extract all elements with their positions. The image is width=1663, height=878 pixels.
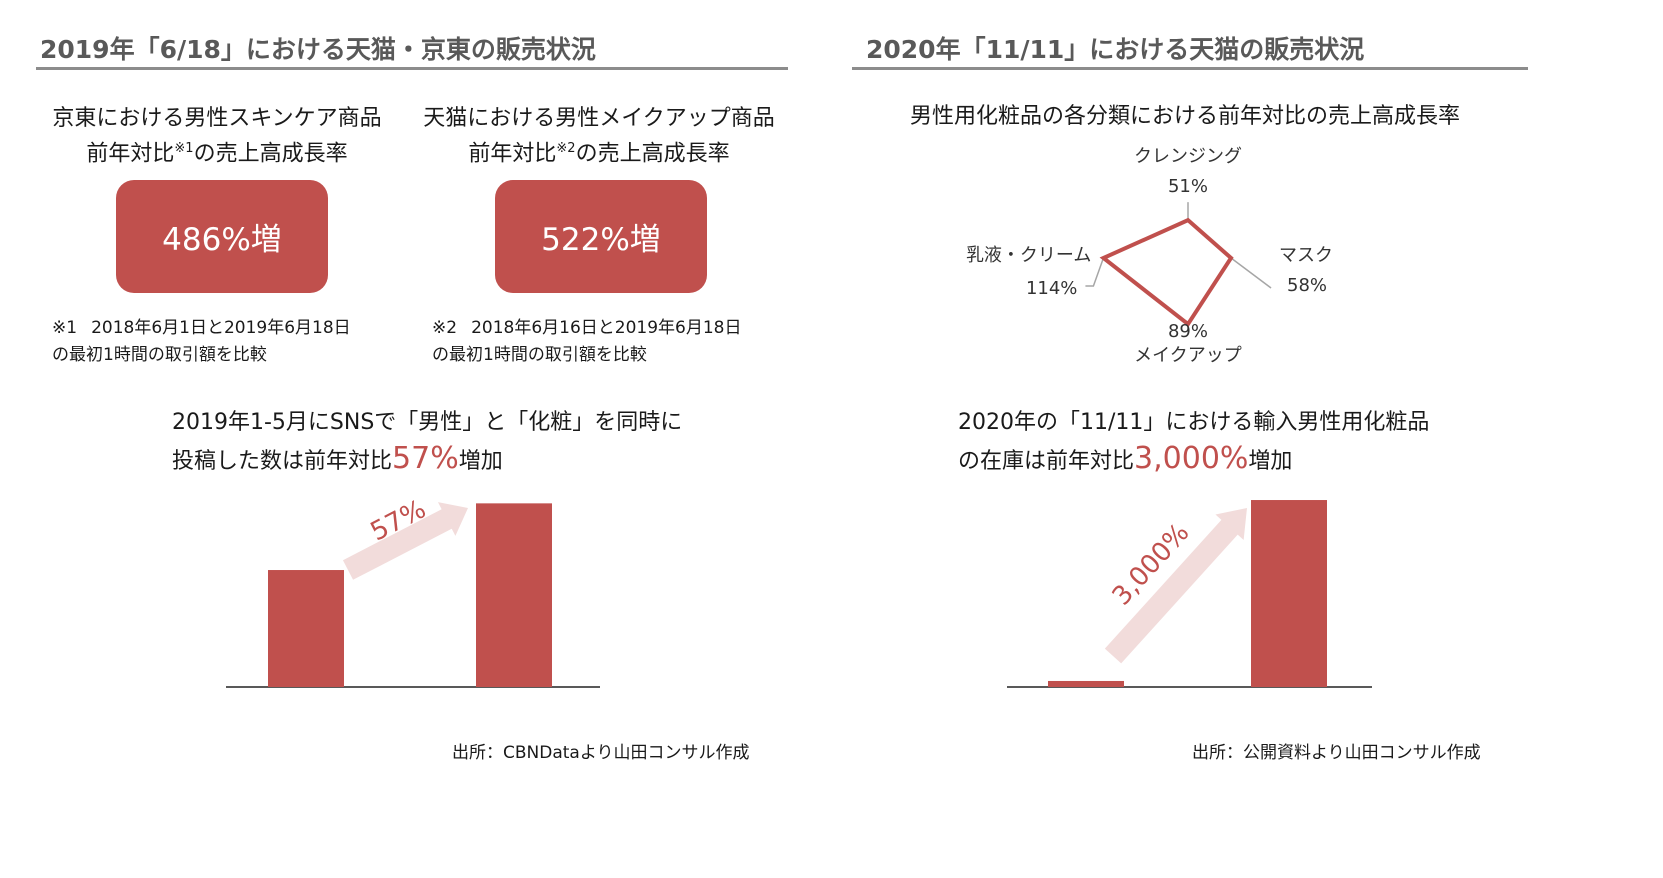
left-lead-line2b: 増加 xyxy=(458,449,503,474)
radar-leader-3 xyxy=(1085,257,1105,287)
left-source: 出所：CBNDataより山田コンサル作成 xyxy=(452,743,750,763)
card1-heading-line1: 京東における男性スキンケア商品 xyxy=(52,106,382,131)
card1-value: 486%増 xyxy=(162,222,282,258)
note2-text1: 2018年6月16日と2019年6月18日 xyxy=(471,318,742,338)
card2-heading-line2: 前年対比※2の売上高成長率 xyxy=(404,134,794,169)
radar-category-label: メイクアップ xyxy=(1134,345,1242,366)
radar-category-label: クレンジング xyxy=(1134,146,1242,167)
card1-footnote-mark: ※1 xyxy=(174,141,194,156)
left-section-title: 2019年「6/18」における天猫・京東の販売状況 xyxy=(40,35,596,64)
left-title-rule xyxy=(36,67,788,70)
card2-footnote-mark: ※2 xyxy=(556,141,576,156)
radar-value-label: 89% xyxy=(1168,321,1208,342)
card2-value-badge: 522%増 xyxy=(495,180,707,293)
left-lead-line2a: 投稿した数は前年対比 xyxy=(172,449,393,474)
note1-mark: ※1 xyxy=(52,318,78,338)
bar-1 xyxy=(1048,680,1124,687)
bar-2 xyxy=(476,503,552,687)
card1-value-badge: 486%増 xyxy=(116,180,328,293)
category-growth-radar-chart: クレンジング 51% マスク 58% メイクアップ 89% 乳液・クリーム 114% xyxy=(966,146,1333,366)
right-title-rule xyxy=(852,67,1528,70)
left-lead-line2: 投稿した数は前年対比57%増加 xyxy=(172,441,682,480)
bar-2 xyxy=(1251,500,1327,687)
sns-growth-bar-chart: 57% xyxy=(226,494,600,688)
card2-heading-line2b: の売上高成長率 xyxy=(575,141,730,167)
card1-heading-line2a: 前年対比 xyxy=(86,141,175,167)
bar-1 xyxy=(268,570,344,687)
card2-heading-line1: 天猫における男性メイクアップ商品 xyxy=(423,106,775,131)
note1-line1: ※1 2018年6月1日と2019年6月18日 xyxy=(52,315,351,342)
note2: ※2 2018年6月16日と2019年6月18日 の最初1時間の取引額を比較 xyxy=(432,315,742,369)
note2-line1: ※2 2018年6月16日と2019年6月18日 xyxy=(432,315,742,342)
radar-category-label: マスク xyxy=(1279,245,1333,266)
note2-line2: の最初1時間の取引額を比較 xyxy=(432,345,647,365)
radar-value-label: 114% xyxy=(1026,278,1077,299)
right-lead-line2: の在庫は前年対比3,000%増加 xyxy=(958,441,1429,480)
left-lead-highlight: 57% xyxy=(392,441,459,476)
growth-arrow xyxy=(1104,508,1247,664)
radar-value-label: 58% xyxy=(1287,275,1327,296)
right-lead-line1: 2020年の「11/11」における輸入男性用化粧品 xyxy=(958,410,1430,435)
inventory-growth-bar-chart: 3,000% xyxy=(1007,500,1372,688)
radar-series-polygon xyxy=(1099,217,1234,327)
card1-heading-line2: 前年対比※1の売上高成長率 xyxy=(22,134,412,169)
card2-heading-line2a: 前年対比 xyxy=(468,141,557,167)
radar-value-label: 51% xyxy=(1168,176,1208,197)
right-section-title: 2020年「11/11」における天猫の販売状況 xyxy=(866,35,1365,64)
right-lead-line2a: の在庫は前年対比 xyxy=(958,449,1135,474)
note1-text1: 2018年6月1日と2019年6月18日 xyxy=(91,318,351,338)
left-lead-line1: 2019年1-5月にSNSで「男性」と「化粧」を同時に xyxy=(172,410,683,435)
right-lead-text: 2020年の「11/11」における輸入男性用化粧品 の在庫は前年対比3,000%… xyxy=(958,405,1429,480)
left-lead-text: 2019年1-5月にSNSで「男性」と「化粧」を同時に 投稿した数は前年対比57… xyxy=(172,405,682,480)
radar-leader-1 xyxy=(1230,257,1272,289)
radar-category-label: 乳液・クリーム xyxy=(966,245,1091,266)
growth-arrow xyxy=(342,502,468,580)
card2-heading: 天猫における男性メイクアップ商品 前年対比※2の売上高成長率 xyxy=(404,104,794,169)
card1-heading-line2b: の売上高成長率 xyxy=(193,141,348,167)
right-lead-highlight: 3,000% xyxy=(1134,441,1249,476)
card1-heading: 京東における男性スキンケア商品 前年対比※1の売上高成長率 xyxy=(22,104,412,169)
note2-mark: ※2 xyxy=(432,318,458,338)
card2-value: 522%増 xyxy=(541,222,661,258)
note1-line2: の最初1時間の取引額を比較 xyxy=(52,345,267,365)
right-lead-line2b: 増加 xyxy=(1248,449,1293,474)
note1: ※1 2018年6月1日と2019年6月18日 の最初1時間の取引額を比較 xyxy=(52,315,351,369)
radar-title: 男性用化粧品の各分類における前年対比の売上高成長率 xyxy=(909,104,1460,129)
right-source: 出所：公開資料より山田コンサル作成 xyxy=(1192,743,1481,763)
